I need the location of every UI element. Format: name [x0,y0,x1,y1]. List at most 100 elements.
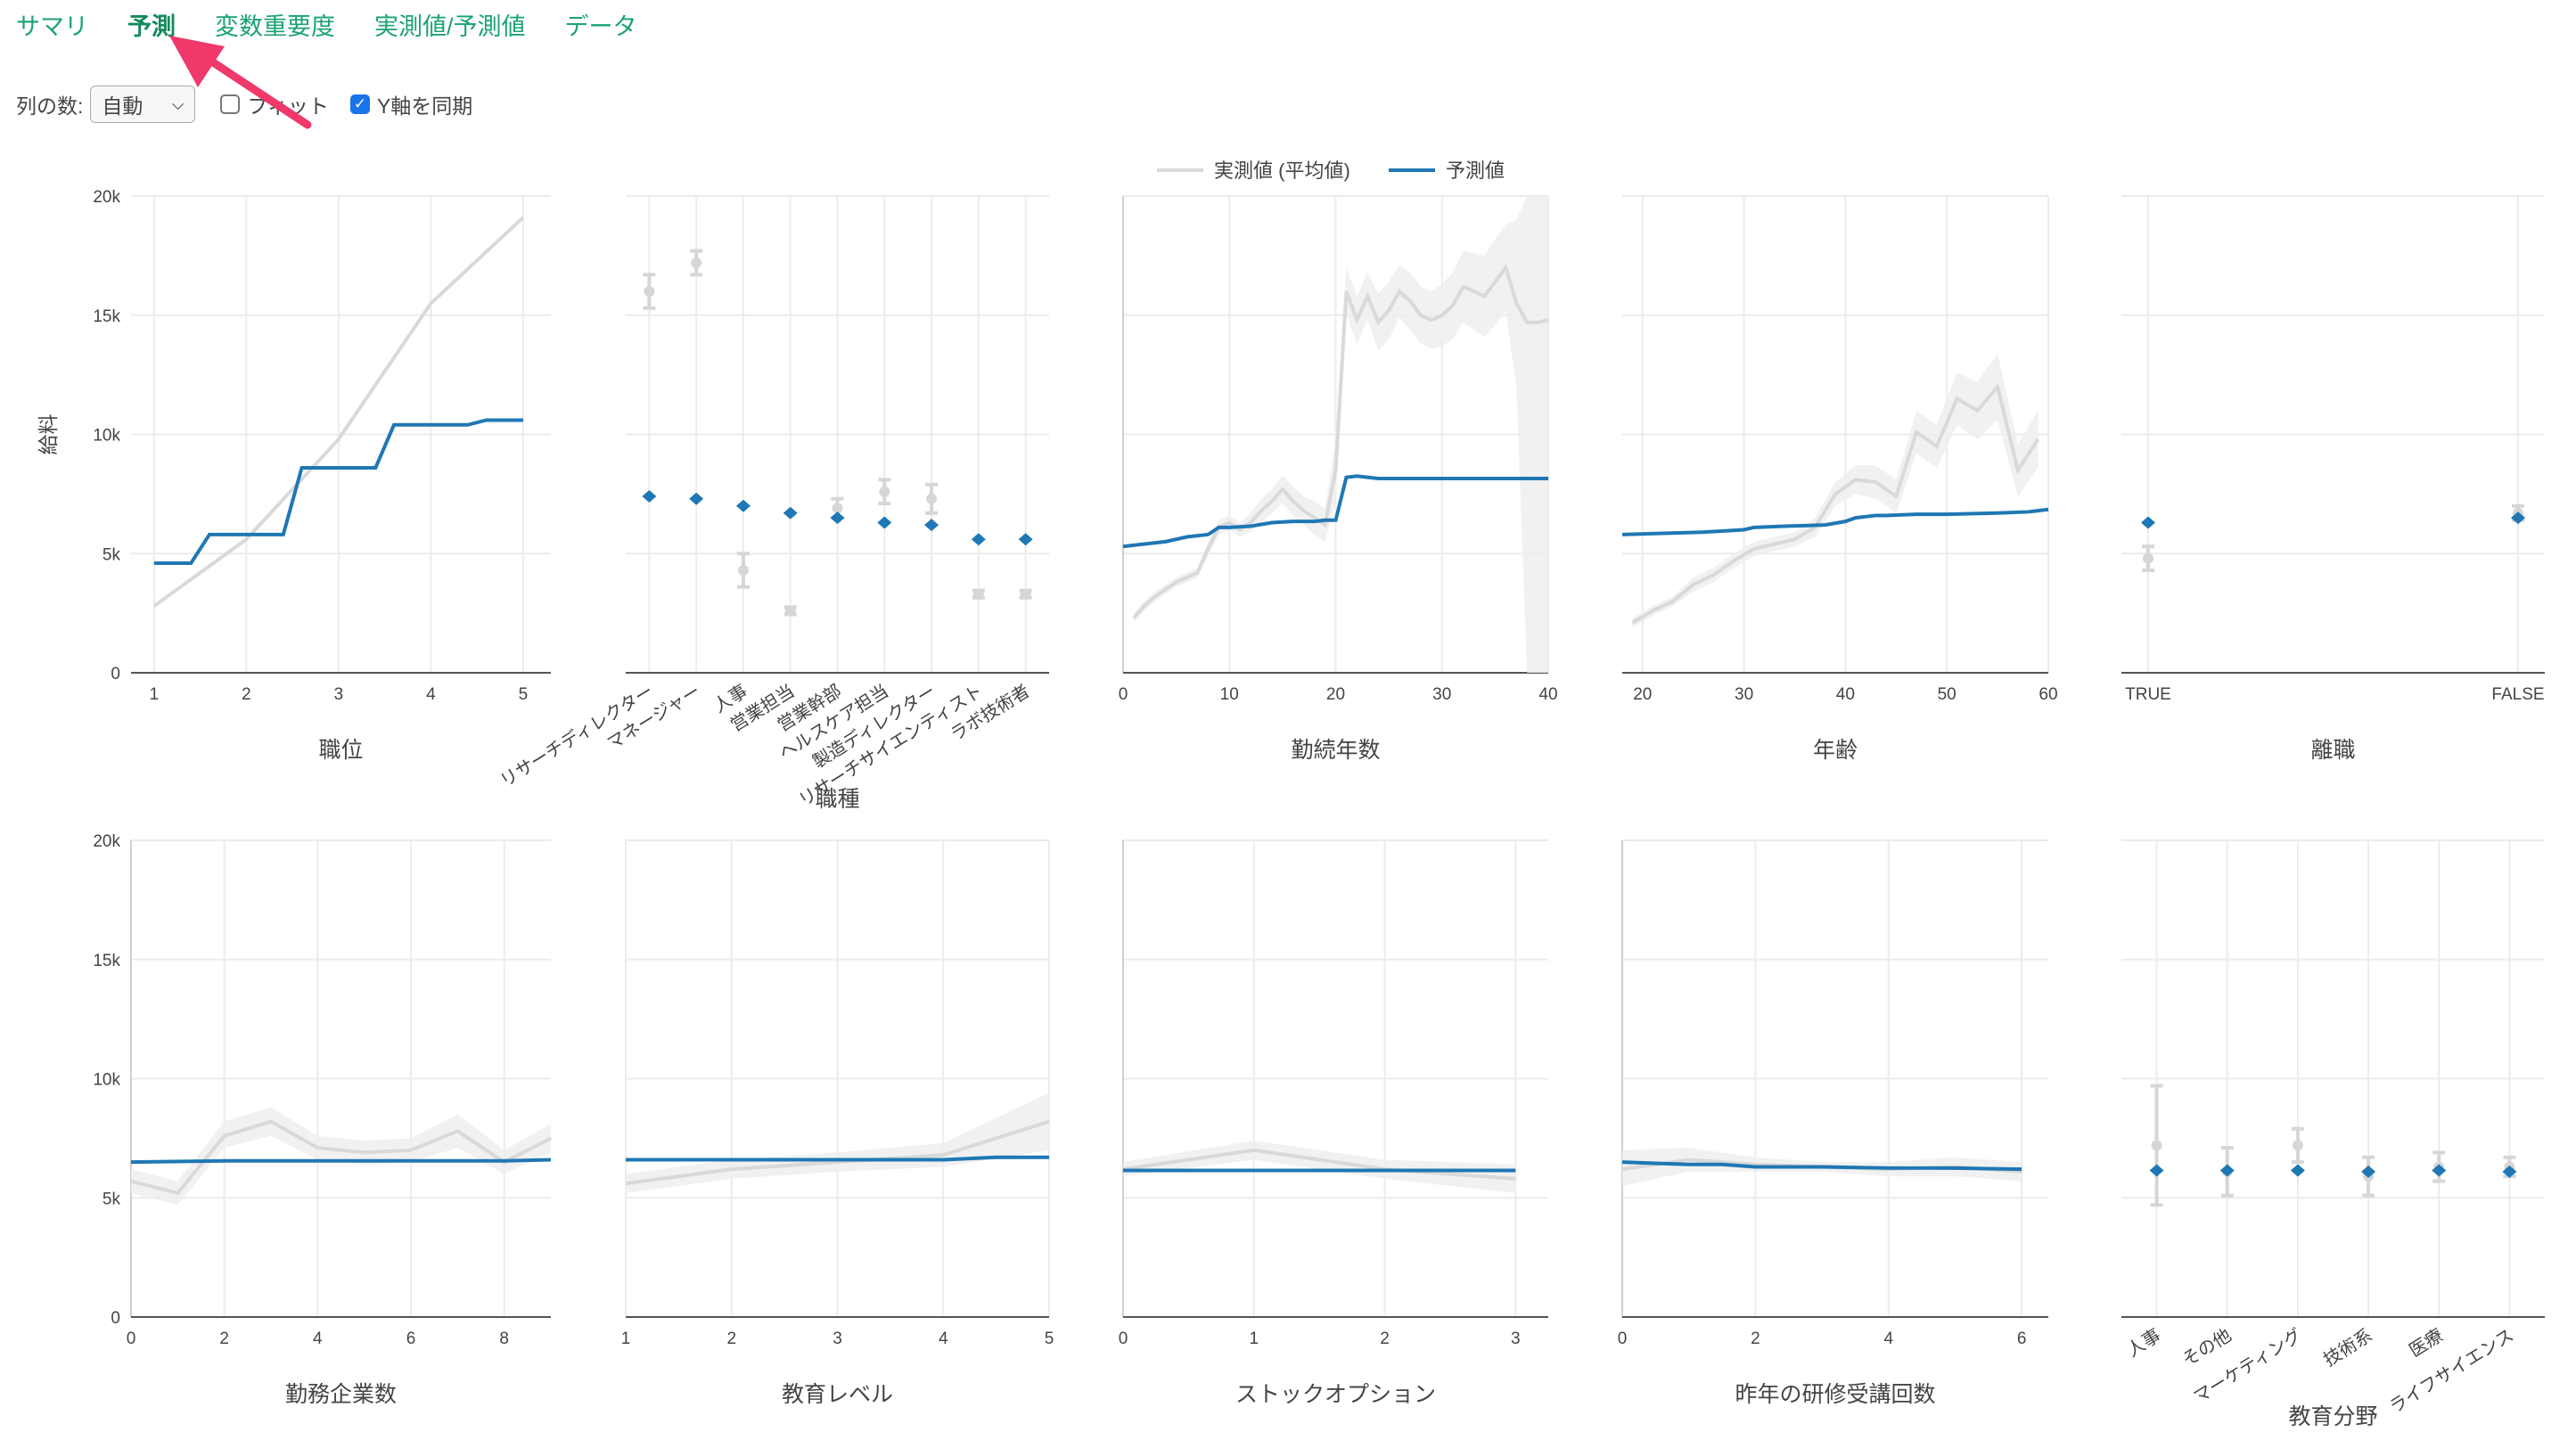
x-tick-label: 8 [499,1330,509,1348]
point-predicted [735,499,751,512]
x-tick-label: 50 [1938,685,1957,704]
y-tick-label: 15k [93,307,120,326]
y-tick-label: 0 [111,1309,120,1328]
x-tick-label: 医療 [2406,1325,2447,1362]
point-actual [691,257,702,268]
subplot-4: 20 30 40 50 60 年齢 [1621,195,2058,763]
subplot-1: 0 5k 10k 15k 20k 給料 1 2 3 4 5 職位 [37,188,551,763]
tab-actual-vs-predicted[interactable]: 実測値/予測値 [374,13,526,40]
series-line-actual [1631,382,2040,625]
x-tick-label: 3 [1511,1330,1521,1348]
legend-label-actual: 実測値 (平均値) [1214,160,1350,182]
series-line-actual [152,216,525,608]
subplot-3: 0 10 20 30 40 勤続年数 [1119,195,1558,763]
series-line-predicted [130,1158,552,1165]
annotation-arrow [169,36,312,129]
x-tick-label: 30 [1432,685,1451,704]
confidence-band [1123,1141,1516,1193]
columns-select[interactable]: 自動 ⌵ [90,86,196,123]
x-tick-label: 30 [1735,685,1753,704]
x-tick-label: 3 [334,685,344,704]
tab-prediction[interactable]: 予測 [127,13,176,40]
tab-data[interactable]: データ [564,13,637,40]
x-tick-label: 2 [1751,1330,1760,1348]
legend-label-predicted: 予測値 [1446,160,1505,182]
x-tick-label: 0 [1618,1330,1628,1348]
x-tick-label: 40 [1538,685,1557,704]
point-predicted [877,516,892,529]
x-tick-label: 0 [1119,1330,1128,1348]
point-actual [737,564,749,576]
y-axis-title: 給料 [37,414,60,455]
point-predicted [2511,511,2525,525]
point-actual [926,493,938,504]
y-tick-label: 20k [93,832,120,851]
point-predicted [2290,1164,2305,1177]
x-tick-label: 2 [1380,1330,1390,1348]
columns-select-value: 自動 [102,94,144,118]
point-actual [2292,1140,2303,1151]
x-axis-title: 離職 [2310,738,2355,763]
series-line-predicted [626,1155,1049,1162]
x-tick-label: 人事 [2123,1325,2164,1362]
point-predicted [689,492,704,505]
x-tick-label: 1 [150,685,160,704]
x-tick-label: 4 [1883,1330,1893,1348]
x-tick-label: 1 [1249,1330,1259,1348]
x-axis-title: ストックオプション [1235,1382,1436,1407]
tab-bar: サマリ 予測 変数重要度 実測値/予測値 データ [16,0,677,45]
point-predicted [2219,1164,2235,1177]
legend: 実測値 (平均値) 予測値 [1157,160,1505,182]
point-predicted [1018,533,1033,546]
x-tick-label: 4 [313,1330,323,1348]
x-tick-label: 1 [621,1330,631,1348]
tab-variable-importance[interactable]: 変数重要度 [215,13,335,40]
x-tick-label: 技術系 [2320,1325,2376,1370]
x-tick-label: 0 [127,1330,136,1348]
x-tick-label: 0 [1119,685,1128,704]
sync-y-checkbox[interactable]: ✓ [349,94,370,114]
x-tick-label: 5 [1045,1330,1054,1348]
tab-summary[interactable]: サマリ [16,13,88,40]
point-predicted [924,519,939,532]
point-predicted [2502,1165,2517,1178]
subplot-5: TRUE FALSE 離職 [2121,195,2545,763]
x-tick-label: 4 [939,1330,948,1348]
point-actual [972,588,984,600]
point-predicted [2149,1164,2164,1177]
x-tick-label: TRUE [2125,685,2171,704]
series-line-predicted [1621,1160,2022,1172]
point-predicted [2361,1165,2376,1178]
x-axis-title: 昨年の研修受講回数 [1735,1382,1935,1407]
y-tick-label: 10k [93,427,120,446]
sync-y-checkbox-wrap[interactable]: ✓ Y軸を同期 [349,89,472,119]
x-tick-label: 2 [726,1330,736,1348]
series-line-predicted [1122,474,1548,549]
arrow-shaft [201,53,312,129]
fit-checkbox[interactable] [220,94,241,114]
point-predicted [783,506,798,520]
point-actual [784,605,796,617]
x-axis-title: 職位 [318,738,363,763]
series-line-predicted [1621,507,2049,536]
point-actual [879,486,890,497]
x-tick-label: 40 [1836,685,1855,704]
chevron-down-icon: ⌵ [171,94,185,113]
x-tick-label: 2 [242,685,251,704]
x-tick-label: 20 [1326,685,1345,704]
x-axis-title: 勤務企業数 [285,1382,397,1407]
y-tick-label: 5k [103,545,121,564]
point-actual [2143,552,2154,564]
point-predicted [2141,516,2155,529]
x-tick-label: FALSE [2491,685,2544,704]
point-predicted [830,511,845,525]
y-tick-label: 15k [93,952,120,970]
x-tick-label: 5 [519,685,529,704]
x-tick-label: 10 [1220,685,1239,704]
columns-label: 列の数: [16,94,84,118]
x-tick-label: その他 [2178,1325,2235,1370]
arrow-head [169,36,225,87]
